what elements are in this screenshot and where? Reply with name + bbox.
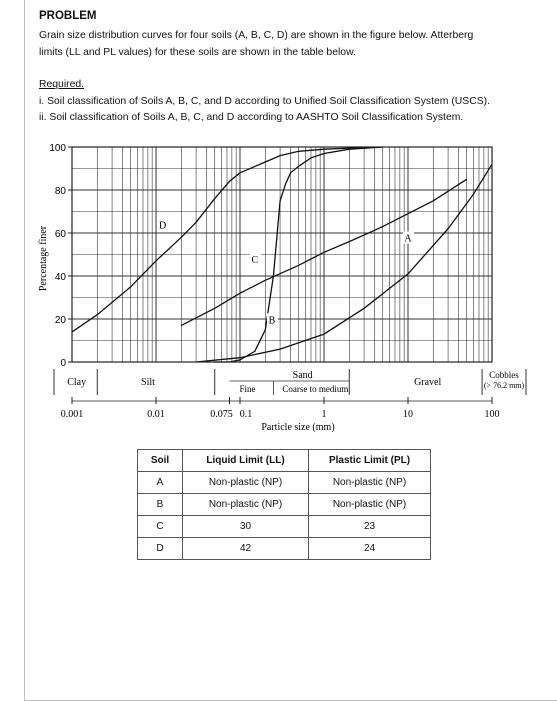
band-label-silt: Silt: [141, 377, 155, 388]
curve-label-d: D: [159, 221, 166, 232]
chart-axes: 0 20 40 60 80 100 Percentage finer 0.001 0.01 0.0…: [38, 143, 500, 433]
band-label-gravel: Gravel: [414, 377, 441, 388]
y-tick-label: 40: [55, 272, 67, 283]
table-row: A Non-plastic (NP) Non-plastic (NP): [137, 471, 431, 494]
problem-heading: PROBLEM: [39, 10, 97, 22]
x-tick-label: 0.1: [240, 409, 253, 420]
required-item-2: ii. Soil classification of Soils A, B, C…: [39, 112, 464, 123]
table-row: B Non-plastic (NP) Non-plastic (NP): [137, 493, 431, 516]
plot-frame: [71, 146, 493, 363]
cell-ll: 30: [182, 515, 309, 538]
table-header-row: Soil Liquid Limit (LL) Plastic Limit (PL…: [137, 449, 431, 472]
chart-curves: D C B A: [71, 146, 493, 363]
band-label-cobbles-note: (> 76.2 mm): [484, 381, 525, 390]
cell-ll: Non-plastic (NP): [182, 493, 309, 516]
table-row: C 30 23: [137, 515, 431, 538]
band-label-sand: Sand: [293, 370, 313, 381]
required-item-1: i. Soil classification of Soils A, B, C,…: [39, 96, 491, 107]
x-tick-label: 0.001: [61, 409, 84, 420]
chart-grid: [71, 146, 493, 363]
y-tick-label: 60: [55, 229, 67, 240]
curve-label-c: C: [251, 255, 258, 266]
cell-ll: 42: [182, 537, 309, 560]
description-line-2: limits (LL and PL values) for these soil…: [39, 47, 356, 58]
band-label-fine: Fine: [239, 384, 255, 394]
description-line-1: Grain size distribution curves for four …: [39, 30, 474, 41]
cell-ll: Non-plastic (NP): [182, 471, 309, 494]
band-label-cobbles: Cobbles: [489, 370, 519, 380]
curve-d: [71, 146, 375, 333]
grain-size-distribution-chart: D C B A 0 20 40 60 80 100 Percentage finer 0.001 0.…: [38, 143, 527, 433]
x-tick-label: 1: [322, 409, 327, 420]
y-tick-label: 20: [55, 315, 67, 326]
cell-pl: Non-plastic (NP): [308, 493, 431, 516]
x-axis-label: Particle size (mm): [261, 422, 334, 433]
required-title: Required.: [39, 79, 85, 90]
header-plastic-limit: Plastic Limit (PL): [308, 449, 431, 472]
atterberg-limits-table: Soil Liquid Limit (LL) Plastic Limit (PL…: [137, 449, 431, 560]
header-liquid-limit: Liquid Limit (LL): [182, 449, 309, 472]
cell-soil: C: [137, 515, 183, 538]
cell-pl: Non-plastic (NP): [308, 471, 431, 494]
curve-label-b: B: [269, 315, 276, 326]
curve-label-bg: [157, 218, 169, 231]
x-tick-label: 0.01: [147, 409, 165, 420]
band-label-coarse-medium: Coarse to medium: [282, 384, 348, 394]
curve-label-a: A: [404, 234, 412, 245]
table-row: D 42 24: [137, 537, 431, 560]
cell-pl: 24: [308, 537, 431, 560]
curve-label-bg: [403, 231, 414, 244]
cell-soil: A: [137, 471, 183, 494]
curve-a: [196, 163, 493, 363]
problem-description: Grain size distribution curves for four …: [39, 27, 539, 61]
curve-label-bg: [249, 253, 261, 266]
x-tick-label: 10: [403, 409, 413, 420]
y-axis-label: Percentage finer: [38, 225, 49, 291]
soil-band-labels: Clay Silt Sand Fine Coarse to medium Gravel Co…: [53, 369, 527, 395]
y-tick-label: 100: [49, 143, 66, 154]
x-tick-label: 100: [485, 409, 500, 420]
curve-b: [214, 146, 383, 363]
curve-c: [181, 178, 468, 326]
x-tick-label: 0.075: [210, 409, 233, 420]
y-tick-label: 0: [60, 358, 66, 369]
cell-pl: 23: [308, 515, 431, 538]
curve-label-bg: [266, 313, 278, 326]
cell-soil: D: [137, 537, 183, 560]
y-tick-label: 80: [55, 186, 67, 197]
band-label-clay: Clay: [67, 377, 86, 388]
header-soil: Soil: [137, 449, 183, 472]
cell-soil: B: [137, 493, 183, 516]
